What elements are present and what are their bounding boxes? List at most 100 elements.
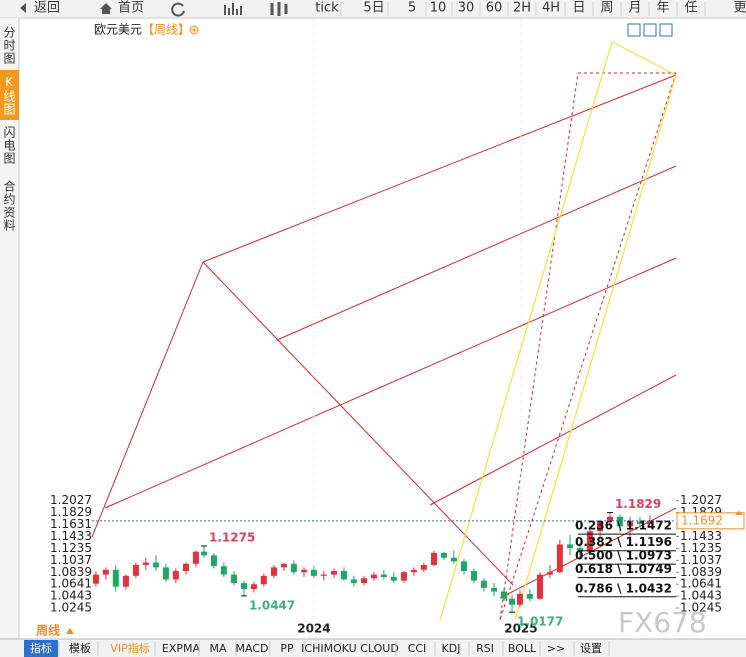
candle-body xyxy=(480,580,487,588)
toolbar-button[interactable]: 10 xyxy=(430,1,447,16)
indicator-tab xyxy=(24,640,58,657)
fib-label: 0.786 \ 1.0432 xyxy=(575,581,672,595)
candle-body xyxy=(331,570,338,575)
home-icon[interactable] xyxy=(100,3,112,14)
bottom-tab[interactable]: 指标 xyxy=(30,641,52,655)
toolbar-button[interactable]: 2H xyxy=(513,1,531,16)
bottom-tab[interactable]: PP xyxy=(280,642,294,655)
toolbar-button[interactable]: 5 xyxy=(408,1,416,16)
toolbar-button[interactable]: 30 xyxy=(458,1,475,16)
current-price-box xyxy=(676,512,745,530)
toolbar-button[interactable]: 年 xyxy=(656,1,669,16)
bottom-tab[interactable]: MACD xyxy=(236,642,269,655)
toolbar-button[interactable]: 日 xyxy=(572,1,585,16)
toolbar-button[interactable]: 任 xyxy=(684,1,697,16)
side-tab[interactable]: 合约资料 xyxy=(2,180,16,232)
fib-label: 0.236 \ 1.1472 xyxy=(575,519,672,533)
view-icon[interactable] xyxy=(643,23,657,37)
bottom-tab[interactable]: RSI xyxy=(476,642,494,655)
y-tick-label-right: 1.0641 xyxy=(680,577,722,591)
toolbar-button[interactable]: 周 xyxy=(600,1,613,16)
chart-icon[interactable] xyxy=(224,3,242,15)
candle-body xyxy=(290,563,297,573)
back-icon[interactable] xyxy=(20,3,26,13)
y-tick-label: 1.1631 xyxy=(50,517,92,531)
candle-body xyxy=(370,574,377,579)
candle-body xyxy=(361,578,368,584)
candle-body xyxy=(627,521,634,527)
current-price-label: 1.1692 xyxy=(681,513,723,527)
fib-label: 0.382 \ 1.1196 xyxy=(575,535,672,549)
bottom-tab[interactable]: KDJ xyxy=(442,642,461,655)
candle-body xyxy=(606,516,613,522)
y-tick-label: 1.0641 xyxy=(50,577,92,591)
candle-body xyxy=(192,551,199,564)
side-tab[interactable]: 分时图 xyxy=(2,25,16,65)
y-tick-label: 1.1235 xyxy=(50,541,92,555)
bottom-tab[interactable]: VIP指标 xyxy=(110,641,149,655)
candle-body xyxy=(420,564,427,570)
candle-body xyxy=(576,548,583,552)
bottom-tab[interactable]: >> xyxy=(547,642,565,655)
bottom-tab[interactable]: BOLL xyxy=(508,642,537,655)
toolbar-button[interactable]: 4H xyxy=(542,1,560,16)
bottom-tab[interactable]: CCI xyxy=(408,642,427,655)
view-icon[interactable] xyxy=(627,23,641,37)
side-tab[interactable]: 闪电图 xyxy=(2,125,16,165)
candle-body xyxy=(450,557,457,562)
y-tick-label: 1.2027 xyxy=(50,493,92,507)
candle-body xyxy=(500,591,507,599)
view-icon[interactable] xyxy=(659,23,673,37)
candle-body xyxy=(636,521,643,524)
candle-body xyxy=(310,569,317,576)
bottom-tab[interactable]: 模板 xyxy=(69,641,91,655)
toolbar-button[interactable]: 5日 xyxy=(363,1,384,16)
candle-body xyxy=(516,593,523,605)
candle-body xyxy=(536,574,543,599)
toolbar-button[interactable]: 首页 xyxy=(118,1,144,16)
y-tick-label: 1.0839 xyxy=(50,565,92,579)
candle-body xyxy=(380,574,387,578)
candle-body xyxy=(556,544,563,573)
x-tick-label: 2024 xyxy=(297,622,330,636)
y-tick-label: 1.0245 xyxy=(50,601,92,615)
y-tick-label-right: 1.1037 xyxy=(680,553,722,567)
bottom-tab[interactable]: EXPMA xyxy=(162,642,201,655)
fib-label: 0.618 \ 1.0749 xyxy=(575,562,672,576)
candle-body xyxy=(461,561,468,571)
candle-body xyxy=(567,544,574,549)
candle-body xyxy=(430,552,437,565)
candle-body xyxy=(142,562,149,565)
candle-icon[interactable] xyxy=(270,2,288,16)
period-label[interactable]: 周线 xyxy=(36,623,60,638)
candle-body xyxy=(200,551,207,556)
toolbar-button[interactable]: 月 xyxy=(628,1,641,16)
refresh-icon[interactable] xyxy=(171,2,185,17)
y-tick-label-right: 1.2027 xyxy=(680,493,722,507)
y-tick-label-right: 1.1433 xyxy=(680,529,722,543)
fib-label: 0.500 \ 1.0973 xyxy=(575,549,672,563)
y-tick-label-right: 1.0443 xyxy=(680,589,722,603)
bottom-tab[interactable]: 设置 xyxy=(580,642,602,655)
toolbar-button[interactable]: 更 xyxy=(733,1,746,16)
add-icon[interactable] xyxy=(189,25,199,35)
candle-body xyxy=(491,587,498,592)
annotation-label: 1.1275 xyxy=(209,530,255,544)
candle-body xyxy=(250,584,257,590)
toolbar-button[interactable]: 返回 xyxy=(34,1,60,16)
side-tab[interactable]: K线图 xyxy=(2,74,16,116)
candle-body xyxy=(470,570,477,581)
toolbar-button[interactable]: tick xyxy=(315,1,339,16)
y-tick-label: 1.1433 xyxy=(50,529,92,543)
bottom-tab[interactable]: ICHIMOKU CLOUD xyxy=(301,642,399,655)
candle-body xyxy=(231,574,238,584)
candle-body xyxy=(162,567,169,580)
yellow-channel xyxy=(439,41,677,621)
y-tick-label: 1.1829 xyxy=(50,505,92,519)
bottom-tab[interactable]: MA xyxy=(209,642,226,655)
sidebar-active xyxy=(0,70,19,120)
toolbar-button[interactable]: 60 xyxy=(486,1,503,16)
period-arrow xyxy=(66,628,74,634)
